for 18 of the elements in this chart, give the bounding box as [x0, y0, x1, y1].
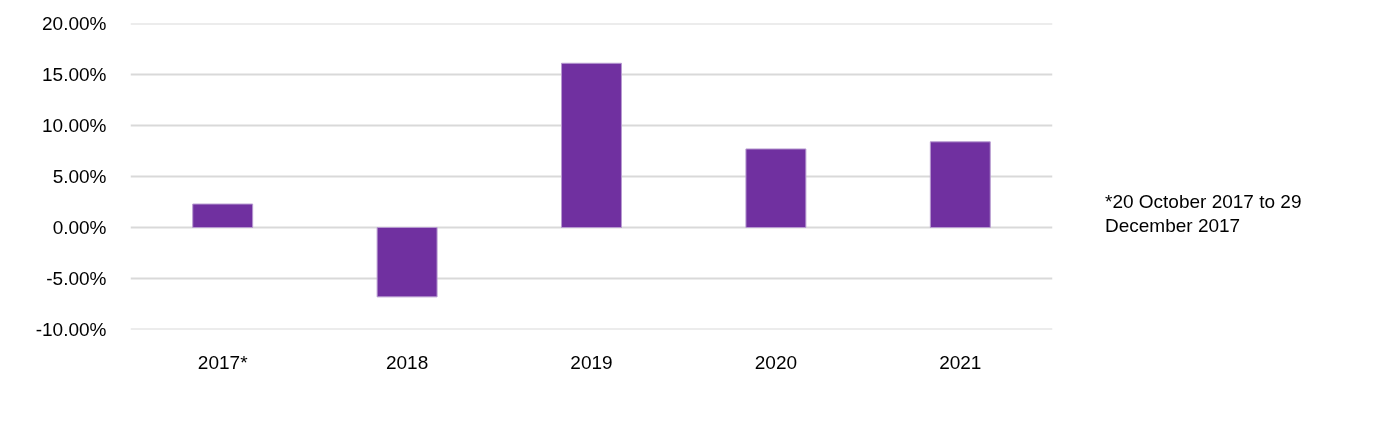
x-tick-label: 2021: [939, 351, 982, 373]
y-tick-label: 0.00%: [52, 217, 107, 238]
bar: [561, 62, 622, 228]
y-tick-label: 10.00%: [42, 115, 107, 136]
x-tick-label: 2019: [570, 351, 613, 373]
bar: [192, 203, 254, 228]
bar: [376, 227, 438, 298]
x-tick-label: 2020: [754, 351, 798, 373]
y-tick-label: -5.00%: [46, 268, 107, 289]
x-tick-label: 2017*: [197, 351, 249, 373]
y-tick-label: 5.00%: [52, 166, 107, 187]
bar: [929, 141, 991, 228]
y-tick-label: 20.00%: [42, 13, 107, 34]
y-tick-label: 15.00%: [42, 64, 107, 85]
text: *20 October 2017 to 29 December 2017: [1105, 190, 1303, 238]
bar: [745, 148, 807, 228]
y-tick-label: -10.00%: [35, 319, 107, 340]
x-tick-label: 2018: [385, 351, 429, 373]
